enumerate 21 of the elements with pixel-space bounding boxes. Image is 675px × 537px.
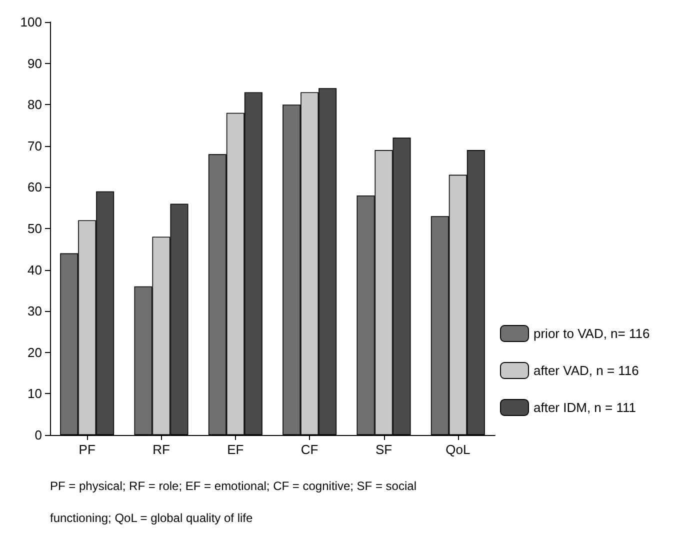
x-tick-label: CF (300, 442, 318, 457)
text: PF = physical; RF = role; EF = emotional; CF = cognitive; SF = social functioning; QoL = global quality of life (50, 479, 416, 525)
y-tick-label: 90 (28, 56, 42, 71)
legend-label: after VAD, n = 116 (534, 363, 639, 378)
legend-label: prior to VAD, n= 116 (534, 326, 650, 341)
y-tick-label: 60 (28, 180, 42, 195)
y-tick-label: 20 (28, 344, 42, 360)
y-tick-label: 50 (28, 221, 42, 236)
y-tick-label: 0 (34, 428, 42, 442)
x-tick-label: EF (227, 442, 244, 457)
y-tick-label: 30 (28, 304, 42, 319)
x-tick-label: SF (375, 442, 392, 457)
y-tick-label: 70 (28, 138, 42, 154)
x-tick-label: QoL (446, 442, 470, 457)
y-tick-label: 100 (20, 14, 42, 30)
legend-label: after IDM, n = 111 (534, 400, 636, 415)
x-tick-label: PF (78, 442, 96, 457)
x-tick-label: RF (152, 442, 170, 457)
y-tick-label: 40 (28, 262, 42, 278)
y-tick-label: 80 (28, 97, 42, 112)
y-tick-label: 10 (28, 386, 42, 402)
